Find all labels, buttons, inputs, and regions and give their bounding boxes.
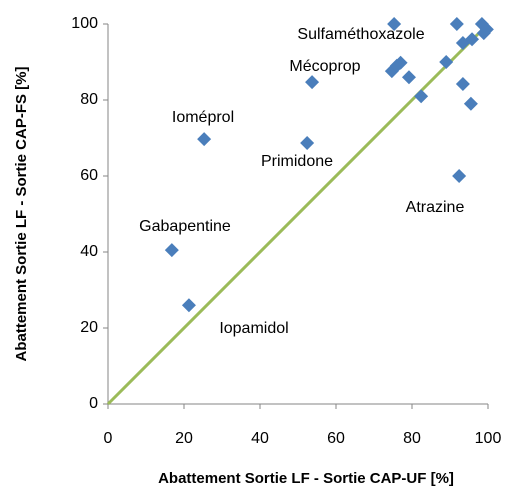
point bbox=[181, 298, 196, 313]
x-axis-title: Abattement Sortie LF - Sortie CAP-UF [%] bbox=[158, 470, 454, 487]
y-tick-label: 80 bbox=[80, 91, 98, 108]
point bbox=[305, 75, 320, 90]
x-tick-label: 20 bbox=[175, 430, 193, 447]
annotation: Primidone bbox=[261, 153, 333, 170]
point bbox=[439, 55, 454, 69]
y-tick-label: 0 bbox=[89, 395, 98, 412]
point bbox=[465, 32, 480, 47]
annotation: Gabapentine bbox=[139, 218, 231, 235]
y-tick-label: 20 bbox=[80, 319, 98, 336]
point bbox=[479, 22, 494, 37]
x-tick-label: 80 bbox=[403, 430, 421, 447]
y-tick-label: 100 bbox=[71, 15, 98, 32]
point bbox=[197, 132, 212, 147]
point bbox=[300, 135, 315, 150]
reference-line bbox=[106, 22, 490, 406]
y-tick-label: 60 bbox=[80, 167, 98, 184]
x-tick-label: 0 bbox=[104, 430, 113, 447]
point bbox=[401, 70, 416, 85]
annotation: Iopamidol bbox=[219, 320, 288, 337]
x-tick-label: 100 bbox=[475, 430, 502, 447]
annotation: Sulfaméthoxazole bbox=[297, 26, 424, 43]
annotation: Atrazine bbox=[406, 199, 465, 216]
point bbox=[452, 169, 467, 183]
point bbox=[449, 17, 464, 31]
point bbox=[455, 77, 470, 92]
x-tick-label: 60 bbox=[327, 430, 345, 447]
point bbox=[164, 243, 179, 258]
y-axis-title: Abattement Sortie LF - Sortie CAP-FS [%] bbox=[13, 66, 30, 361]
annotation: Mécoprop bbox=[289, 58, 360, 75]
point bbox=[393, 55, 408, 70]
point bbox=[414, 89, 429, 104]
x-tick-label: 40 bbox=[251, 430, 269, 447]
annotation: Ioméprol bbox=[172, 109, 234, 126]
point bbox=[463, 96, 478, 111]
y-tick-label: 40 bbox=[80, 243, 98, 260]
point bbox=[387, 17, 402, 31]
